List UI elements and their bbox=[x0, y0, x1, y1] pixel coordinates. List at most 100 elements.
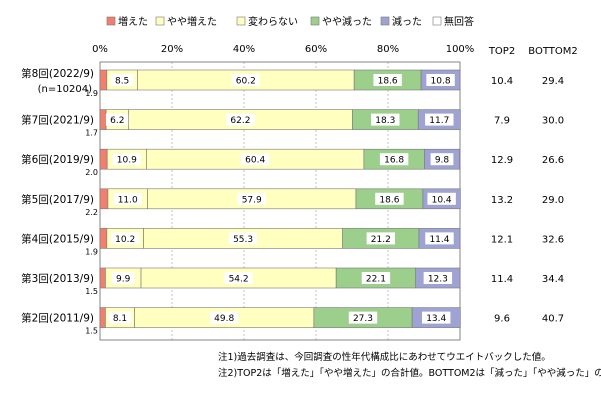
legend-swatch-4 bbox=[380, 16, 390, 26]
legend-swatch-1 bbox=[155, 16, 165, 26]
notes: 注1)過去調査は、今回調査の性年代構成比にあわせてウエイトバックした値。 注2)… bbox=[218, 351, 601, 379]
data-label: 8.1 bbox=[113, 314, 127, 324]
data-label: 6.2 bbox=[110, 116, 124, 126]
bar-row: 第5回(2017/9) 2.2 11.0 57.9 18.6 10.4 13.2 29.0 bbox=[21, 188, 564, 217]
category-label: 第5回(2017/9) bbox=[21, 193, 94, 206]
data-label-bg bbox=[366, 232, 395, 245]
bar-row: 第3回(2013/9) 1.5 9.9 54.2 22.1 12.3 11.4 34.4 bbox=[21, 267, 564, 296]
data-label-bg bbox=[371, 113, 400, 126]
data-label: 1.7 bbox=[85, 129, 98, 138]
bottom2-value: 30.0 bbox=[542, 116, 564, 127]
category-label: 第6回(2019/9) bbox=[21, 153, 94, 166]
data-label: 10.2 bbox=[115, 235, 135, 245]
data-label-bg bbox=[237, 192, 266, 205]
data-label: 8.5 bbox=[115, 77, 129, 87]
legend-label-3: やや減った bbox=[322, 15, 372, 28]
top2-value: 11.4 bbox=[491, 274, 513, 285]
data-label: 54.2 bbox=[229, 275, 249, 285]
bar-segment bbox=[99, 228, 108, 249]
data-label: 60.4 bbox=[245, 156, 265, 166]
data-label-bg bbox=[113, 192, 142, 205]
data-label-bg bbox=[111, 232, 140, 245]
category-label: 第8回(2022/9) bbox=[21, 67, 94, 80]
data-label: 11.0 bbox=[118, 195, 138, 205]
data-label: 9.9 bbox=[116, 275, 131, 285]
data-label: 13.4 bbox=[426, 314, 446, 324]
data-label-bg bbox=[111, 272, 135, 284]
data-label: 49.8 bbox=[214, 314, 234, 324]
bottom2-header: BOTTOM2 bbox=[528, 46, 577, 57]
bar-segment bbox=[99, 69, 108, 91]
legend-swatch-5 bbox=[432, 16, 442, 26]
top2-value: 10.4 bbox=[491, 76, 513, 87]
bottom2-value: 29.4 bbox=[542, 76, 564, 87]
note-2: 注2)TOP2は「増えた」「やや増えた」の合計値。BOTTOM2は「減った」「や… bbox=[218, 367, 601, 379]
data-label: 18.3 bbox=[375, 116, 395, 126]
data-label: 16.8 bbox=[384, 156, 404, 166]
chart-rows: 第8回(2022/9)(n=10204)1.98.5 60.2 18.6 10.8 10… bbox=[21, 67, 564, 336]
data-label: 10.8 bbox=[431, 77, 451, 87]
bar-row: 第6回(2019/9) 2.0 10.9 60.4 16.8 9.8 12.9 26.6 bbox=[21, 148, 564, 177]
x-tick-label: 80% bbox=[377, 44, 399, 55]
data-label: 9.8 bbox=[435, 156, 450, 166]
legend-label-0: 増えた bbox=[118, 15, 148, 28]
data-label-bg bbox=[228, 232, 258, 245]
legend-label-5: 無回答 bbox=[444, 15, 474, 28]
top2-value: 12.1 bbox=[491, 234, 513, 245]
legend-swatch-2 bbox=[236, 16, 246, 26]
category-label: 第4回(2015/9) bbox=[21, 232, 94, 245]
data-label-bg bbox=[422, 311, 451, 324]
x-tick-label: 100% bbox=[446, 44, 475, 55]
top2-value: 9.6 bbox=[494, 314, 510, 325]
data-label: 10.4 bbox=[432, 195, 452, 205]
bar-segment bbox=[99, 307, 106, 328]
x-axis-ticks: 0% 20% 40% 60% 80% 100% bbox=[92, 44, 474, 55]
data-label: 27.3 bbox=[353, 314, 373, 324]
data-label: 1.5 bbox=[85, 327, 98, 336]
data-label: 57.9 bbox=[242, 195, 262, 205]
data-label: 11.7 bbox=[429, 116, 449, 126]
bottom2-value: 26.6 bbox=[542, 155, 564, 166]
data-label: 1.5 bbox=[85, 287, 98, 296]
data-label-bg bbox=[231, 74, 260, 86]
data-label-bg bbox=[379, 153, 409, 166]
legend-swatch-3 bbox=[310, 16, 320, 26]
bar-row: 第4回(2015/9) 1.9 10.2 55.3 21.2 11.4 12.1 32.6 bbox=[21, 228, 564, 256]
data-label-bg bbox=[110, 74, 134, 86]
category-label: 第3回(2013/9) bbox=[21, 272, 94, 285]
data-label-bg bbox=[240, 153, 270, 166]
bar-segment bbox=[99, 267, 106, 289]
data-label: 62.2 bbox=[230, 116, 250, 126]
category-label: 第2回(2011/9) bbox=[21, 312, 94, 325]
data-label: 1.9 bbox=[85, 247, 98, 256]
legend-label-4: 減った bbox=[392, 15, 422, 28]
note-1: 注1)過去調査は、今回調査の性年代構成比にあわせてウエイトバックした値。 bbox=[218, 351, 551, 363]
data-label: 18.6 bbox=[379, 195, 399, 205]
data-label-bg bbox=[108, 311, 132, 324]
bar-row: 第7回(2021/9) 1.7 6.2 62.2 18.3 11.7 7.9 30.0 bbox=[21, 109, 564, 138]
bar-row: 第8回(2022/9) (n=10204)1.9 8.5 60.2 18.6 10.8 10… bbox=[21, 67, 564, 98]
data-label: 18.6 bbox=[378, 77, 398, 87]
bottom2-value: 34.4 bbox=[542, 274, 564, 285]
bottom2-value: 40.7 bbox=[542, 314, 564, 325]
data-label-bg bbox=[112, 153, 142, 166]
data-label-bg bbox=[348, 311, 378, 324]
legend-label-2: 変わらない bbox=[248, 15, 298, 28]
data-label: 22.1 bbox=[366, 275, 386, 285]
bottom2-value: 32.6 bbox=[542, 234, 564, 245]
data-label-bg bbox=[373, 74, 402, 86]
data-label: 1.9 bbox=[85, 89, 98, 98]
legend-swatch-0 bbox=[106, 16, 116, 26]
chart-legend: 増えた やや増えた 変わらない やや減った 減った 無回答 bbox=[106, 15, 474, 28]
x-tick-label: 20% bbox=[161, 44, 183, 55]
data-label: 2.0 bbox=[85, 168, 98, 177]
data-label: 21.2 bbox=[371, 235, 391, 245]
sample-size-label: (n=10204) bbox=[38, 84, 92, 95]
data-label: 60.2 bbox=[236, 77, 256, 87]
side-columns: TOP2 BOTTOM2 bbox=[488, 46, 578, 57]
data-label-bg bbox=[224, 272, 253, 284]
data-label-bg bbox=[430, 153, 454, 166]
data-label-bg bbox=[425, 232, 454, 245]
legend-label-1: やや増えた bbox=[167, 15, 217, 28]
x-tick-label: 0% bbox=[92, 44, 108, 55]
